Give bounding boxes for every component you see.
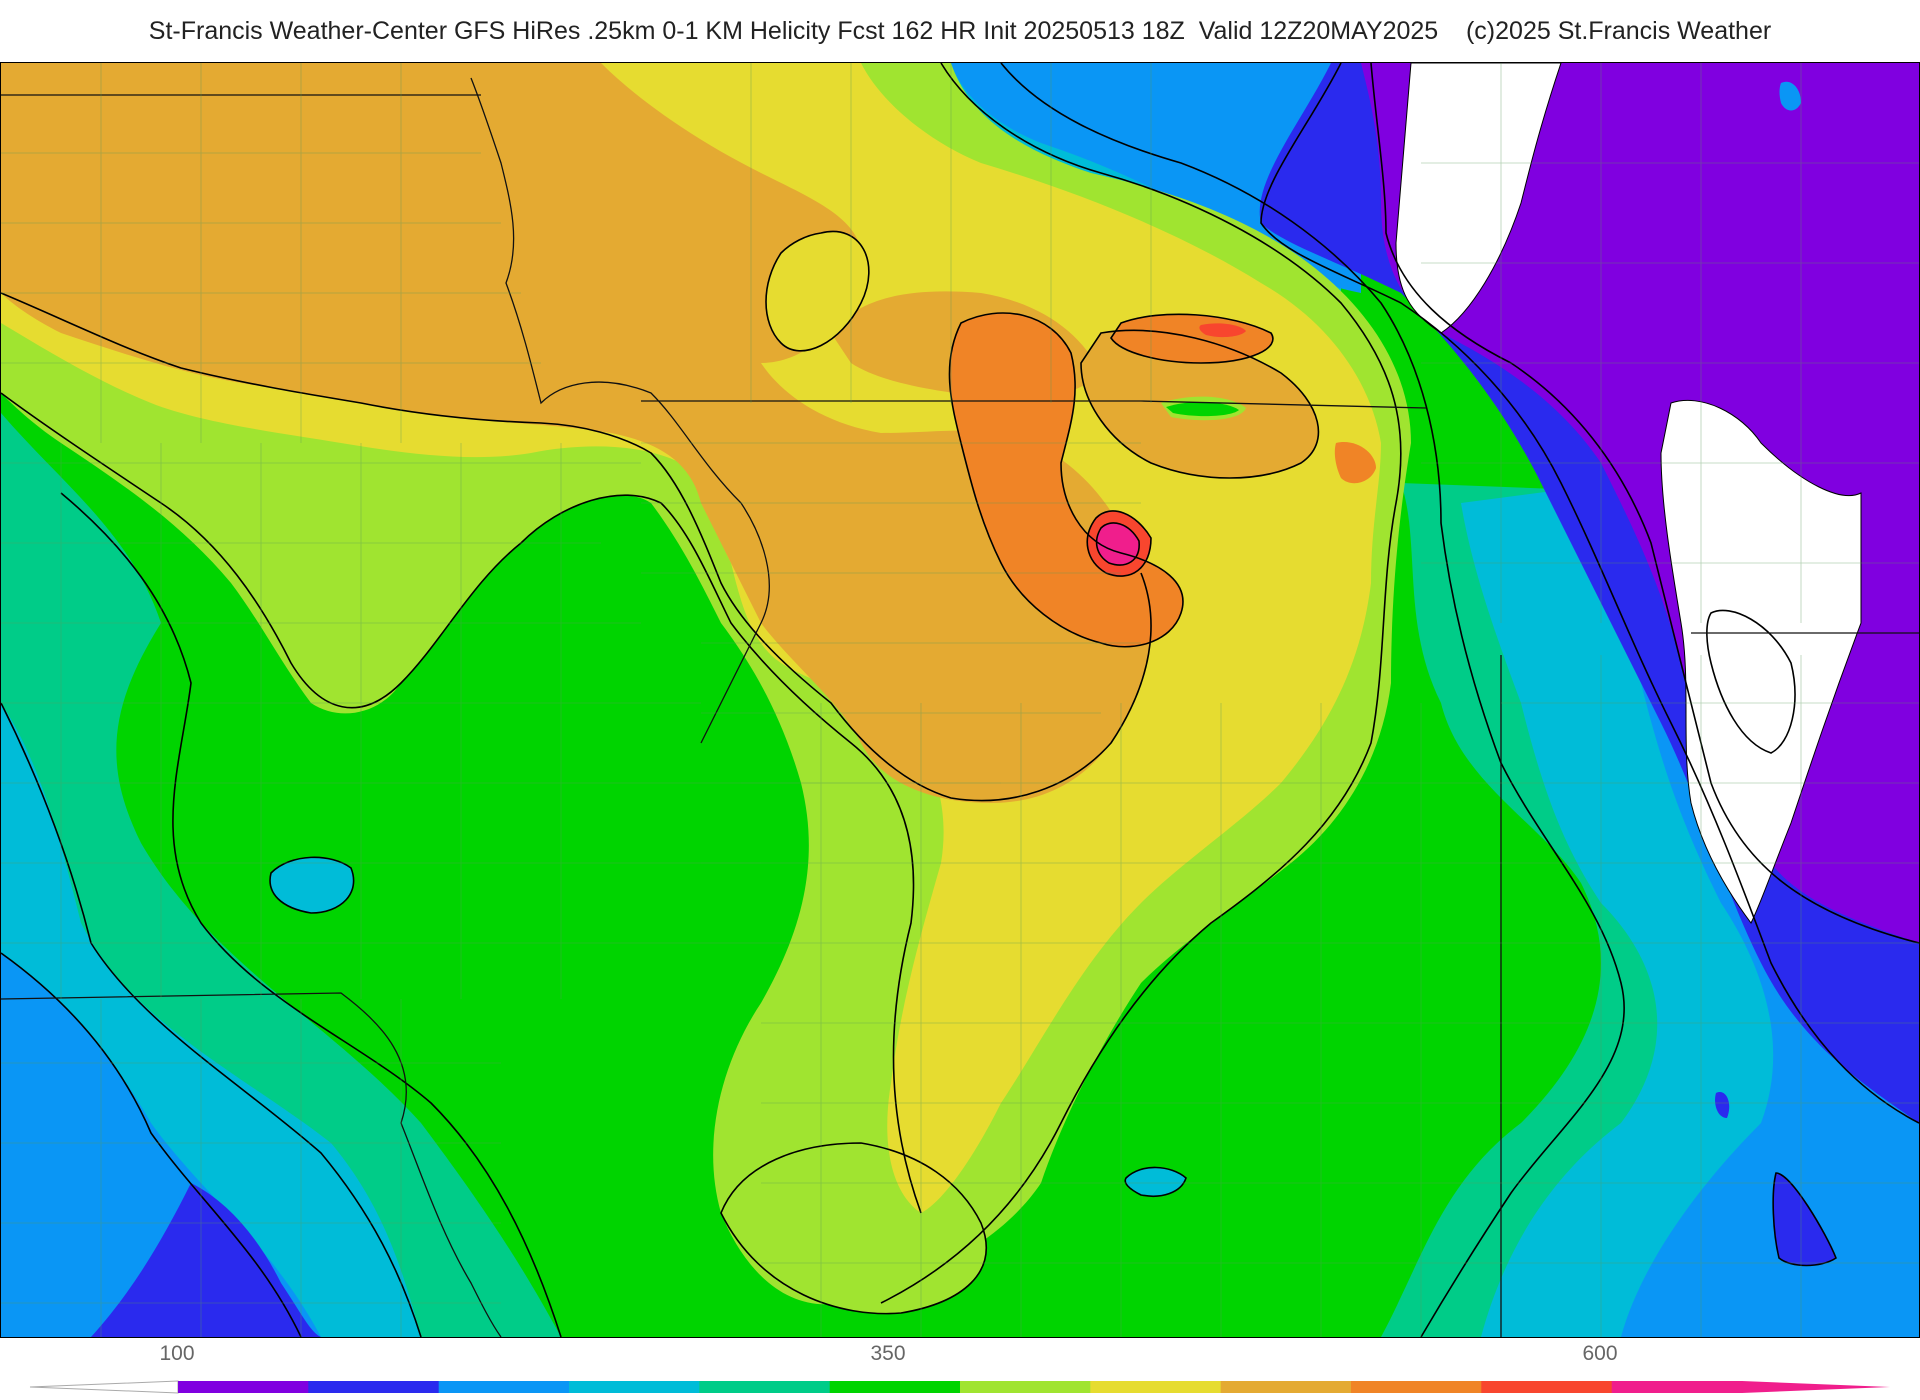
contour-line-14 [1080,329,1320,479]
legend-swatch [1611,1381,1743,1393]
legend-swatch [1351,1381,1482,1393]
contour-line-2 [1,392,922,1214]
helicity-contour-map [1,63,1919,1337]
contour-line-6 [880,63,1402,1304]
legend-swatch [1481,1381,1613,1393]
contour-line-15 [765,230,870,352]
blue-pool-northeast [1779,81,1801,111]
green-pool-north [1166,401,1239,417]
contour-line-11 [1086,510,1152,577]
contour-line-12 [1095,522,1140,566]
legend-swatch [438,1381,570,1393]
legend-tick-label: 100 [159,1342,195,1365]
gold-band [1,63,1151,803]
contour-line-17 [1124,1166,1187,1197]
contour-line-1 [1,292,1152,802]
legend-swatch [569,1381,700,1393]
state-border-mid [641,400,1427,409]
color-scale-legend: 100 350 600 [0,1336,1920,1400]
no-data-region-east [1660,399,1862,924]
cyan-pool-south [1125,1167,1186,1197]
contour-line-16 [269,856,355,914]
contour-line-10 [948,312,1184,648]
legend-swatch [699,1381,831,1393]
deep-blue-pool-southwest [91,1183,321,1337]
legend-swatch [178,1381,309,1393]
color-scale-bar [29,1380,1890,1394]
contour-lines [1,63,1919,1337]
contour-line-4 [1,702,422,1337]
orange-lobe-east [1334,442,1376,484]
legend-tick-label: 600 [1582,1342,1618,1365]
legend-right-arrow [1742,1381,1890,1393]
deep-blue-pool-east-1 [1715,1092,1730,1118]
legend-swatch [1090,1381,1222,1393]
yellow-notch [766,231,869,351]
contour-line-9 [1370,63,1919,944]
contour-line-7 [1000,63,1625,1337]
legend-swatch [960,1381,1091,1393]
contour-line-5 [1,952,302,1337]
state-border-southwest [1,992,502,1337]
legend-swatches [178,1381,1743,1393]
legend-swatch [308,1381,440,1393]
cyan-pool-west [270,857,354,913]
state-border-west-river [470,77,770,744]
contour-line-19 [720,1142,987,1315]
contour-line-18 [1772,1172,1837,1267]
page-title: St-Francis Weather-Center GFS HiRes .25k… [148,16,1772,45]
red-streak [1199,323,1246,338]
contour-line-20 [1706,609,1796,754]
contour-line-3 [60,492,562,1337]
legend-swatch [829,1381,961,1393]
legend-left-arrow [29,1380,179,1394]
state-boundaries [1,77,1919,1337]
contour-line-13 [1110,313,1274,364]
helicity-map [0,62,1920,1338]
contour-line-8 [1260,63,1919,1124]
deep-blue-pool-east-2 [1773,1173,1836,1266]
legend-tick-label: 350 [870,1342,906,1365]
legend-swatch [1220,1381,1352,1393]
county-lines [1,63,1919,1337]
